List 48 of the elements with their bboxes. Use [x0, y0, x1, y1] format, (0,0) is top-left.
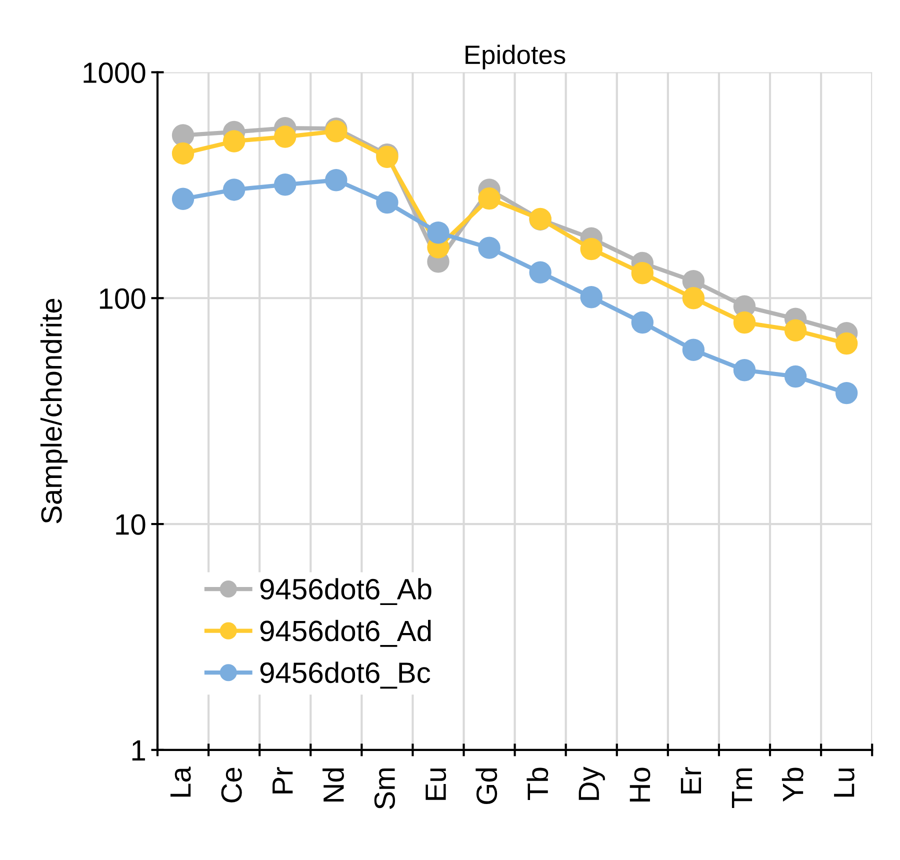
x-tick-label: Gd: [476, 768, 498, 804]
x-tick-label: Nd: [322, 768, 344, 802]
point: [172, 124, 194, 146]
point: [631, 262, 654, 284]
y-tick-label: 10: [116, 514, 146, 535]
point: [580, 286, 602, 308]
point: [529, 261, 552, 284]
point: [784, 365, 807, 388]
y-tick-label: 1000: [84, 62, 146, 84]
point: [631, 311, 654, 334]
point: [478, 187, 500, 210]
chart-title: Epidotes: [466, 44, 566, 70]
point: [784, 319, 807, 342]
point: [325, 169, 348, 192]
x-tick-label: La: [170, 766, 191, 797]
point: [274, 126, 296, 148]
y-tick-label: 1: [132, 740, 145, 760]
point: [274, 174, 296, 196]
x-tick-label: Tm: [732, 768, 752, 808]
point: [733, 311, 756, 334]
legend-label: 9456dot6_Ab: [260, 578, 432, 606]
x-tick-label: Sm: [374, 768, 396, 810]
x-tick-label: Dy: [578, 766, 605, 800]
y-axis-title: Sample/chondrite: [40, 298, 68, 524]
point: [478, 236, 500, 259]
point: [427, 222, 450, 244]
x-tick-label: Tb: [526, 768, 548, 800]
legend-label: 9456dot6_Ad: [260, 620, 431, 647]
point: [222, 130, 246, 152]
x-tick-label: Er: [680, 767, 701, 794]
x-tick-label: Lu: [834, 768, 854, 797]
point: [172, 188, 194, 210]
y-tick-label: 100: [100, 288, 146, 309]
point: [222, 178, 246, 201]
x-tick-label: Eu: [426, 768, 446, 800]
x-tick-label: Pr: [272, 767, 293, 794]
point: [835, 332, 858, 355]
point: [376, 191, 398, 214]
x-tick-label: Ce: [221, 768, 242, 802]
point: [733, 359, 756, 382]
point: [835, 382, 858, 404]
point: [682, 287, 705, 310]
x-tick-label: Ho: [630, 768, 650, 802]
x-tick-label: Yb: [782, 768, 804, 802]
legend-label: 9456dot6_Bc: [260, 662, 430, 689]
point: [172, 142, 194, 165]
point: [580, 238, 602, 260]
point: [682, 338, 705, 362]
